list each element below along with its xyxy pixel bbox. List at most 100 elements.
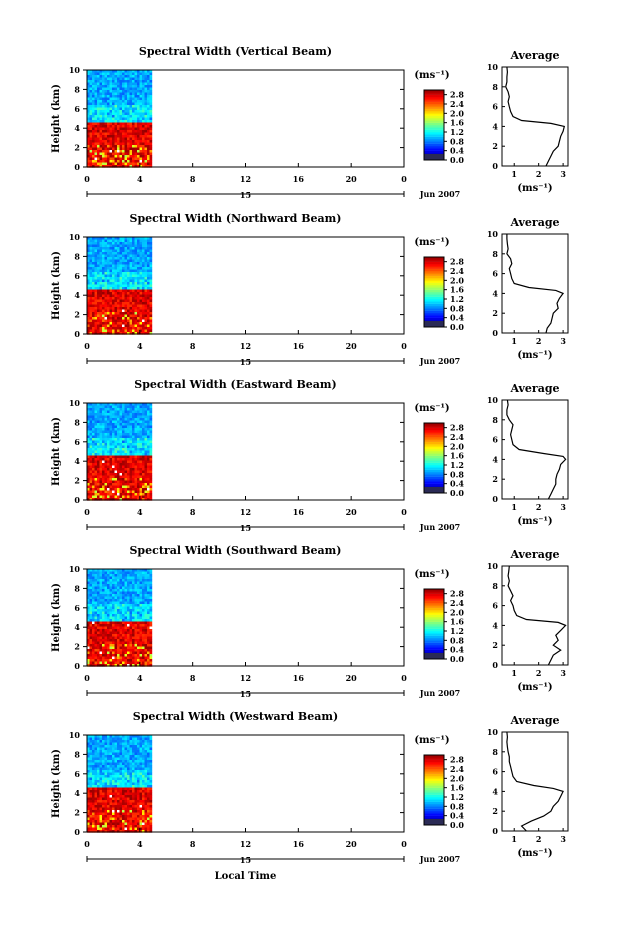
heatmap-cell — [122, 621, 125, 625]
heatmap-cell — [124, 654, 128, 657]
heatmap-cell — [124, 493, 128, 496]
heatmap-cell — [142, 621, 145, 625]
heatmap-cell — [124, 264, 128, 268]
heatmap-cell — [147, 127, 150, 131]
heatmap-cell — [107, 604, 110, 607]
heatmap-cell — [142, 641, 145, 645]
heatmap-cell — [137, 307, 140, 310]
heatmap-cell — [147, 579, 150, 582]
heatmap-cell — [92, 252, 95, 255]
heatmap-cell — [149, 317, 153, 320]
heatmap-cell — [109, 107, 113, 111]
heatmap-cell — [89, 596, 93, 600]
heatmap-cell — [104, 765, 108, 768]
heatmap-cell — [89, 80, 93, 83]
heatmap-cell — [99, 453, 103, 456]
heatmap-cell — [104, 621, 108, 625]
heatmap-cell — [87, 287, 90, 290]
heatmap-cell — [134, 165, 138, 168]
heatmap-cell — [129, 77, 133, 81]
heatmap-cell — [94, 97, 98, 101]
heatmap-cell — [92, 777, 95, 781]
heatmap-cell — [94, 127, 98, 131]
heatmap-cell — [139, 100, 143, 103]
heatmap-cell — [87, 569, 90, 572]
heatmap-cell — [124, 616, 128, 620]
heatmap-cell — [129, 267, 133, 270]
heatmap-cell — [92, 616, 95, 620]
heatmap-cell — [97, 664, 100, 667]
heatmap-cell — [89, 649, 93, 652]
heatmap-cell — [149, 142, 153, 146]
heatmap-cell — [112, 571, 115, 575]
heatmap-cell — [142, 102, 145, 106]
heatmap-cell — [97, 408, 100, 411]
heatmap-cell — [144, 619, 148, 622]
heatmap-cell — [99, 581, 103, 585]
heatmap-cell — [112, 589, 115, 592]
heatmap-cell — [89, 601, 93, 605]
heatmap-cell — [109, 269, 113, 273]
heatmap-cell — [94, 115, 98, 118]
heatmap-cell — [127, 475, 130, 479]
heatmap-cell — [107, 420, 110, 424]
heatmap-cell — [112, 611, 115, 615]
heatmap-cell — [102, 257, 105, 260]
heatmap-cell — [92, 579, 95, 582]
heatmap-cell — [149, 155, 153, 158]
heatmap-cell — [134, 105, 138, 108]
heatmap-cell — [102, 125, 105, 128]
heatmap-cell — [94, 820, 98, 823]
heatmap-cell — [109, 805, 113, 808]
heatmap-cell — [89, 92, 93, 96]
heatmap-cell — [129, 649, 133, 652]
heatmap-cell — [127, 485, 130, 489]
heatmap-cell — [104, 257, 108, 260]
heatmap-cell — [97, 473, 100, 476]
heatmap-cell — [117, 604, 120, 607]
heatmap-cell — [109, 244, 113, 248]
heatmap-cell — [94, 569, 98, 572]
heatmap-cell — [127, 269, 130, 273]
heatmap-cell — [89, 247, 93, 250]
heatmap-cell — [102, 757, 105, 761]
heatmap-cell — [92, 247, 95, 250]
heatmap-cell — [142, 267, 145, 270]
heatmap-cell — [149, 591, 153, 595]
heatmap-cell — [97, 70, 100, 73]
heatmap-cell — [92, 95, 95, 98]
heatmap-cell — [92, 782, 95, 786]
heatmap-cell — [104, 307, 108, 310]
heatmap-cell — [104, 428, 108, 431]
heatmap-cell — [112, 440, 115, 444]
heatmap-cell — [107, 747, 110, 751]
heatmap-cell — [119, 309, 123, 313]
colorbar-segment — [424, 141, 444, 144]
heatmap-cell — [87, 460, 90, 464]
heatmap-cell — [102, 800, 105, 803]
heatmap-cell — [92, 634, 95, 637]
heatmap-cell — [139, 140, 143, 143]
heatmap-cell — [134, 629, 138, 632]
heatmap-cell — [129, 145, 133, 148]
panel-title: Spectral Width (Eastward Beam) — [134, 378, 336, 391]
heatmap-cell — [147, 601, 150, 605]
heatmap-cell — [92, 596, 95, 600]
heatmap-cell — [112, 740, 115, 743]
heatmap-cell — [89, 87, 93, 91]
heatmap-cell — [107, 815, 110, 818]
heatmap-cell — [132, 425, 135, 429]
month-label: Jun 2007 — [419, 356, 460, 366]
y-tick-label: 10 — [69, 232, 81, 242]
heatmap-cell — [104, 410, 108, 414]
heatmap-cell — [142, 584, 145, 587]
y-tick-label: 2 — [74, 642, 80, 652]
heatmap-cell — [89, 815, 93, 818]
heatmap-cell — [129, 423, 133, 426]
heatmap-cell — [129, 420, 133, 424]
heatmap-cell — [99, 772, 103, 776]
heatmap-cell — [99, 97, 103, 101]
heatmap-cell — [112, 317, 115, 320]
heatmap-cell — [107, 267, 110, 270]
heatmap-cell — [94, 259, 98, 263]
